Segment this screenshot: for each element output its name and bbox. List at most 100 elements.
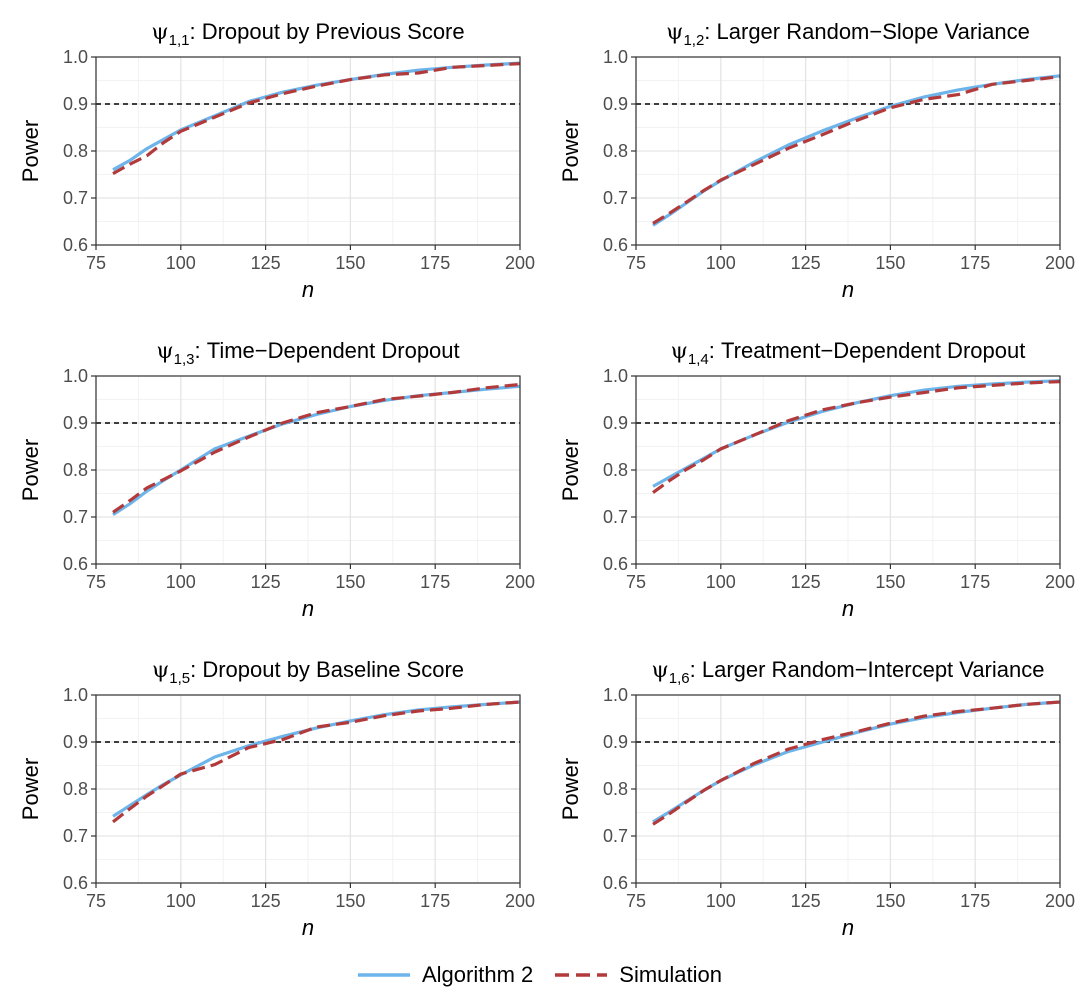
legend-label-simulation: Simulation	[619, 962, 722, 987]
title-psi-symbol: ψ	[666, 20, 683, 45]
y-tick-label: 0.8	[63, 141, 88, 161]
y-tick-label: 0.6	[603, 873, 628, 893]
panel-title: ψ1,3: Time−Dependent Dropout	[156, 338, 459, 368]
x-tick-label: 125	[251, 891, 281, 911]
y-tick-label: 0.6	[603, 235, 628, 255]
x-axis-label: n	[302, 915, 314, 940]
legend-item-algorithm: Algorithm 2	[358, 962, 533, 988]
title-psi-symbol: ψ	[152, 658, 169, 683]
title-psi-symbol: ψ	[151, 20, 168, 45]
y-axis-label: Power	[558, 439, 583, 501]
x-tick-label: 75	[86, 572, 106, 592]
y-tick-label: 1.0	[63, 366, 88, 386]
y-tick-label: 0.9	[603, 94, 628, 114]
x-tick-label: 125	[251, 572, 281, 592]
y-tick-label: 0.6	[63, 873, 88, 893]
y-tick-label: 0.7	[63, 188, 88, 208]
title-psi-symbol: ψ	[671, 339, 688, 364]
y-tick-label: 0.8	[603, 460, 628, 480]
y-tick-label: 0.8	[603, 141, 628, 161]
x-tick-label: 100	[166, 891, 196, 911]
x-tick-label: 175	[960, 891, 990, 911]
title-text: : Dropout by Previous Score	[189, 19, 464, 44]
legend: Algorithm 2 Simulation	[0, 955, 1080, 995]
x-tick-label: 175	[960, 253, 990, 273]
x-tick-label: 100	[166, 253, 196, 273]
y-tick-label: 0.9	[63, 94, 88, 114]
x-tick-label: 200	[505, 891, 535, 911]
legend-label-algorithm: Algorithm 2	[422, 962, 534, 987]
title-subscript: 1,6	[669, 670, 690, 687]
title-subscript: 1,3	[174, 351, 195, 368]
x-tick-label: 75	[626, 572, 646, 592]
panel-1: 75 100 125 150 175 200 0.6 0.7 0.8 0.9 1.0 n Power ψ1…	[18, 19, 535, 302]
legend-key-algorithm	[358, 973, 410, 977]
y-tick-label: 0.9	[63, 413, 88, 433]
x-tick-label: 125	[791, 572, 821, 592]
series-simulation-line	[112, 700, 521, 824]
x-tick-label: 150	[875, 572, 905, 592]
y-tick-label: 1.0	[603, 685, 628, 705]
y-tick-label: 1.0	[63, 47, 88, 67]
x-tick-label: 125	[251, 253, 281, 273]
y-tick-label: 0.9	[603, 732, 628, 752]
title-text: : Time−Dependent Dropout	[194, 338, 459, 363]
x-tick-label: 175	[420, 891, 450, 911]
y-tick-label: 1.0	[603, 47, 628, 67]
title-text: : Dropout by Baseline Score	[190, 657, 464, 682]
x-axis-label: n	[842, 596, 854, 621]
series-simulation-line	[652, 380, 1061, 494]
panel-2: 75 100 125 150 175 200 0.6 0.7 0.8 0.9 1.0 n Power ψ1…	[558, 19, 1075, 302]
x-axis-label: n	[302, 596, 314, 621]
panel-title: ψ1,1: Dropout by Previous Score	[151, 19, 464, 49]
title-subscript: 1,2	[683, 32, 704, 49]
x-axis-label: n	[302, 277, 314, 302]
x-tick-label: 100	[706, 253, 736, 273]
y-axis-label: Power	[18, 120, 43, 182]
x-tick-label: 75	[86, 891, 106, 911]
panel-6: 75 100 125 150 175 200 0.6 0.7 0.8 0.9 1.0 n Power ψ1…	[558, 657, 1075, 940]
y-tick-label: 0.7	[603, 188, 628, 208]
y-tick-label: 0.9	[603, 413, 628, 433]
title-subscript: 1,1	[169, 32, 190, 49]
y-tick-label: 1.0	[603, 366, 628, 386]
title-psi-symbol: ψ	[652, 658, 669, 683]
x-tick-label: 175	[420, 253, 450, 273]
y-tick-label: 0.6	[63, 554, 88, 574]
panel-4: 75 100 125 150 175 200 0.6 0.7 0.8 0.9 1.0 n Power ψ1…	[558, 338, 1075, 621]
x-tick-label: 125	[791, 891, 821, 911]
panel-title: ψ1,5: Dropout by Baseline Score	[152, 657, 464, 687]
x-tick-label: 150	[335, 253, 365, 273]
x-tick-label: 75	[86, 253, 106, 273]
y-tick-label: 0.9	[63, 732, 88, 752]
x-axis-label: n	[842, 277, 854, 302]
x-tick-label: 175	[960, 572, 990, 592]
x-tick-label: 175	[420, 572, 450, 592]
y-tick-label: 0.8	[63, 460, 88, 480]
y-tick-label: 0.8	[63, 779, 88, 799]
x-tick-label: 100	[166, 572, 196, 592]
x-tick-label: 200	[1045, 891, 1075, 911]
panel-title: ψ1,4: Treatment−Dependent Dropout	[671, 338, 1026, 368]
y-axis-label: Power	[18, 758, 43, 820]
x-axis-label: n	[842, 915, 854, 940]
legend-key-simulation	[555, 973, 608, 977]
y-tick-label: 0.6	[63, 235, 88, 255]
y-axis-label: Power	[558, 120, 583, 182]
x-tick-label: 200	[1045, 253, 1075, 273]
y-axis-label: Power	[558, 758, 583, 820]
y-tick-label: 0.8	[603, 779, 628, 799]
title-text: : Larger Random−Intercept Variance	[690, 657, 1045, 682]
series-simulation-line	[652, 700, 1061, 826]
panel-5: 75 100 125 150 175 200 0.6 0.7 0.8 0.9 1.0 n Power ψ1…	[18, 657, 535, 940]
title-text: : Larger Random−Slope Variance	[704, 19, 1030, 44]
x-tick-label: 150	[335, 891, 365, 911]
title-text: : Treatment−Dependent Dropout	[709, 338, 1026, 363]
series-simulation-line	[652, 75, 1061, 225]
x-tick-label: 150	[875, 253, 905, 273]
y-tick-label: 1.0	[63, 685, 88, 705]
x-tick-label: 125	[791, 253, 821, 273]
y-tick-label: 0.7	[63, 507, 88, 527]
x-tick-label: 75	[626, 253, 646, 273]
